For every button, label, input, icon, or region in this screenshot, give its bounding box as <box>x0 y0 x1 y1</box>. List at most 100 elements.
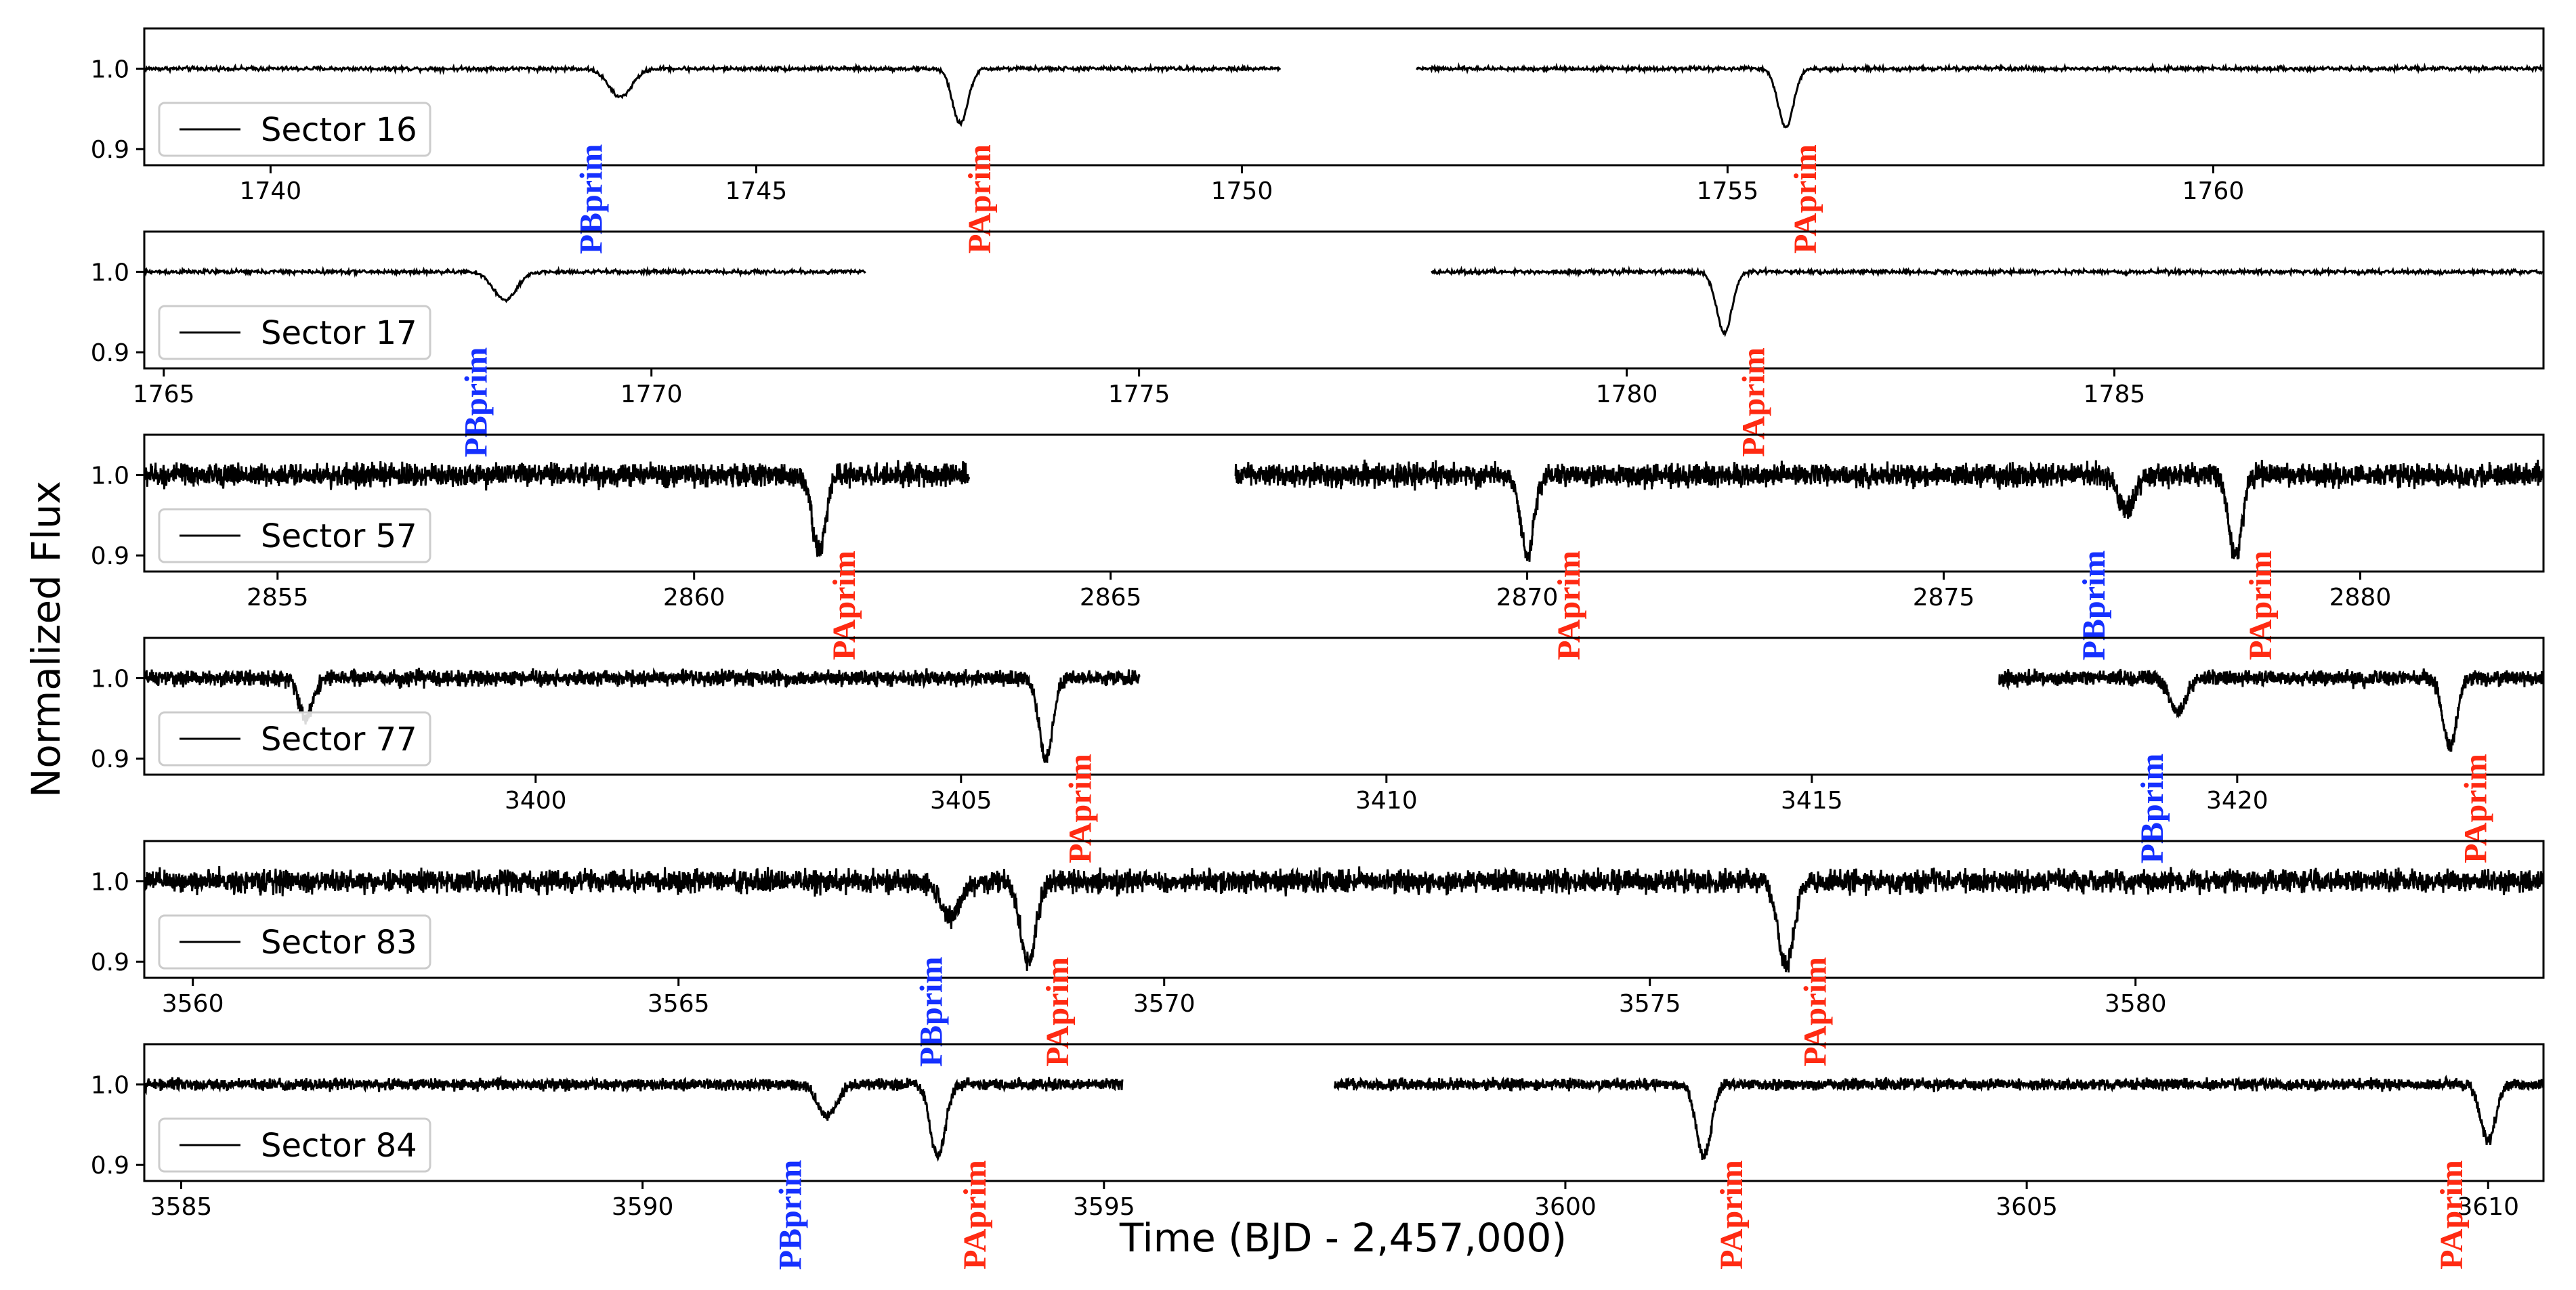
x-tick-label: 3595 <box>1073 1193 1135 1221</box>
x-tick-label: 1785 <box>2084 381 2146 408</box>
x-tick-label: 3570 <box>1133 990 1196 1018</box>
panel-frame <box>143 637 2545 776</box>
x-tick-label: 2870 <box>1496 584 1559 611</box>
x-tick-label: 2860 <box>663 584 725 611</box>
pb-primary-label: PBprim <box>914 957 950 1067</box>
x-tick-label: 1765 <box>133 381 195 408</box>
panels-group: 0.9 1.0 1740 1745 1750 1755 1760 Sector 16 PBpri… <box>91 27 2545 1270</box>
x-tick-label: 3560 <box>162 990 224 1018</box>
panel-4: 0.9 1.0 3400 3405 3410 3415 3420 Sector 77 PApri… <box>91 637 2545 864</box>
pb-primary-label: PBprim <box>2134 754 2170 864</box>
y-tick-label: 1.0 <box>91 56 129 83</box>
pa-primary-label: PAprim <box>1063 754 1099 863</box>
panel-frame <box>143 230 2545 370</box>
panel-frame <box>143 433 2545 573</box>
x-tick-label: 3400 <box>505 787 567 815</box>
x-tick-label: 2880 <box>2329 584 2392 611</box>
light-curve-segment <box>144 265 866 303</box>
light-curve-segment <box>1234 459 2543 562</box>
light-curve-segment <box>144 62 1282 127</box>
light-curve-segment <box>1998 668 2543 752</box>
legend-label: Sector 83 <box>261 924 417 962</box>
legend-box <box>158 508 431 563</box>
y-axis-label: Normalized Flux <box>23 481 69 798</box>
x-axis-label: Time (BJD - 2,457,000) <box>1119 1215 1567 1261</box>
panel-5: 0.9 1.0 3560 3565 3570 3575 3580 Sector 83 PBpri… <box>91 840 2545 1067</box>
legend-box <box>158 102 431 157</box>
light-curve-segment <box>144 460 971 558</box>
legend-box <box>158 305 431 360</box>
pa-primary-label: PAprim <box>1551 551 1587 660</box>
legend-label: Sector 16 <box>261 111 417 149</box>
legend-box <box>158 711 431 767</box>
pa-primary-label: PAprim <box>2243 551 2279 660</box>
pa-primary-label: PAprim <box>957 1160 993 1270</box>
legend-label: Sector 57 <box>261 517 417 555</box>
y-tick-label: 0.9 <box>91 339 129 367</box>
x-tick-label: 3565 <box>648 990 710 1018</box>
light-curve-segment <box>144 1075 1124 1162</box>
pa-primary-label: PAprim <box>2434 1160 2470 1270</box>
pb-primary-label: PBprim <box>574 144 610 255</box>
y-tick-label: 0.9 <box>91 949 129 976</box>
light-curve-segment <box>1416 62 2543 129</box>
panel-6: 0.9 1.0 3585 3590 3595 3600 3605 3610 Sector 84 P… <box>91 1043 2545 1270</box>
y-tick-label: 1.0 <box>91 1071 129 1099</box>
legend-label: Sector 77 <box>261 721 417 758</box>
y-tick-label: 0.9 <box>91 542 129 570</box>
x-tick-label: 2855 <box>247 584 309 611</box>
y-tick-label: 0.9 <box>91 1152 129 1180</box>
pb-primary-label: PBprim <box>773 1160 809 1270</box>
panel-2: 0.9 1.0 1765 1770 1775 1780 1785 Sector 17 PBpri… <box>91 230 2545 458</box>
light-curve-segment <box>144 865 2543 973</box>
x-tick-label: 3405 <box>930 787 992 815</box>
x-tick-label: 3600 <box>1534 1193 1597 1221</box>
x-tick-label: 1745 <box>725 177 788 205</box>
x-tick-label: 3585 <box>150 1193 213 1221</box>
light-curve-segment <box>1333 1075 2543 1161</box>
x-tick-label: 2865 <box>1080 584 1142 611</box>
x-tick-label: 3580 <box>2105 990 2167 1018</box>
legend-box <box>158 1117 431 1173</box>
x-tick-label: 1770 <box>620 381 683 408</box>
x-tick-label: 3420 <box>2206 787 2268 815</box>
y-tick-label: 1.0 <box>91 259 129 286</box>
panel-3: 0.9 1.0 2855 2860 2865 2870 2875 2880 Sector 57 P… <box>91 433 2545 661</box>
pa-primary-label: PAprim <box>962 144 998 254</box>
legend-label: Sector 17 <box>261 314 417 352</box>
pb-primary-label: PBprim <box>459 347 494 458</box>
x-tick-label: 1760 <box>2182 177 2245 205</box>
x-tick-label: 3575 <box>1619 990 1681 1018</box>
x-tick-label: 2875 <box>1913 584 1975 611</box>
legend-label: Sector 84 <box>261 1127 417 1165</box>
pa-primary-label: PAprim <box>1040 957 1076 1067</box>
y-tick-label: 1.0 <box>91 665 129 693</box>
x-tick-label: 3415 <box>1781 787 1843 815</box>
pa-primary-label: PAprim <box>1798 957 1834 1067</box>
pa-primary-label: PAprim <box>826 551 862 660</box>
x-tick-label: 3590 <box>612 1193 674 1221</box>
panel-frame <box>143 840 2545 979</box>
x-tick-label: 1775 <box>1108 381 1170 408</box>
y-tick-label: 0.9 <box>91 746 129 773</box>
x-tick-label: 1740 <box>240 177 302 205</box>
x-tick-label: 1755 <box>1697 177 1759 205</box>
y-tick-label: 1.0 <box>91 868 129 896</box>
x-tick-label: 1750 <box>1211 177 1273 205</box>
y-tick-label: 0.9 <box>91 136 129 164</box>
pb-primary-label: PBprim <box>2076 551 2112 661</box>
panel-1: 0.9 1.0 1740 1745 1750 1755 1760 Sector 16 PBpri… <box>91 27 2545 255</box>
y-tick-label: 1.0 <box>91 462 129 490</box>
x-tick-label: 1780 <box>1596 381 1658 408</box>
panel-frame <box>143 1043 2545 1182</box>
pa-primary-label: PAprim <box>1788 144 1823 254</box>
pa-primary-label: PAprim <box>1714 1160 1750 1270</box>
pa-primary-label: PAprim <box>1736 347 1772 457</box>
x-tick-label: 3610 <box>2457 1193 2519 1221</box>
light-curve-segment <box>1431 265 2543 338</box>
pa-primary-label: PAprim <box>2458 754 2494 863</box>
light-curve-segment <box>144 667 1141 763</box>
panel-frame <box>143 27 2545 167</box>
x-tick-label: 3605 <box>1996 1193 2058 1221</box>
